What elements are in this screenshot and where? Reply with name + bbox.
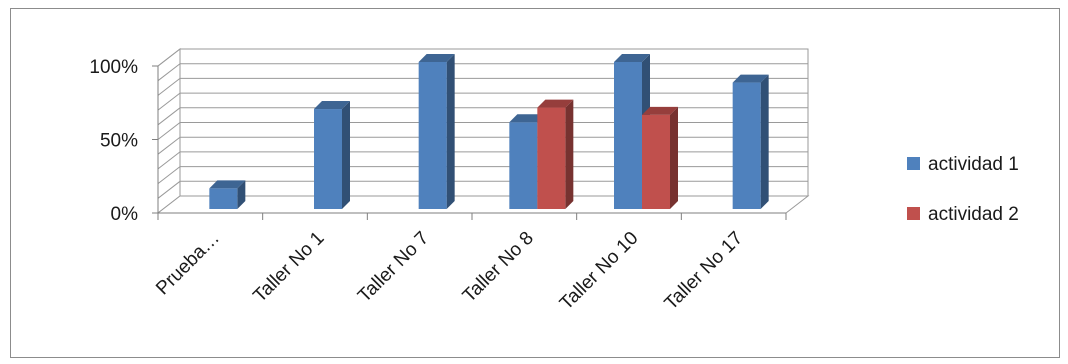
gridline	[157, 122, 808, 140]
bar-front	[509, 122, 538, 209]
bar-front	[614, 62, 642, 209]
gridline	[157, 136, 808, 155]
gridline	[157, 180, 808, 199]
x-tick-label: Taller No 1	[249, 228, 328, 307]
bar-side	[670, 106, 678, 209]
x-axis: Prueba… Taller No 1 Taller No 7 Taller No 8…	[152, 212, 787, 315]
y-tick-label: 50%	[100, 131, 138, 152]
bar-side	[446, 54, 455, 209]
chart-walls	[156, 47, 810, 215]
x-tick-label: Taller No 7	[354, 228, 433, 307]
gridlines	[157, 48, 808, 199]
bar-front	[537, 107, 566, 209]
y-axis: 0% 50% 100%	[89, 57, 159, 225]
x-tick-label: Prueba…	[152, 228, 224, 300]
bar-top	[614, 54, 650, 62]
x-tick-label: Taller No 10	[556, 228, 643, 315]
bar	[418, 54, 455, 209]
bars	[209, 54, 769, 209]
bar	[732, 74, 769, 209]
x-tick-label: Taller No 8	[459, 228, 538, 307]
legend-label: actividad 2	[928, 204, 1019, 225]
gridline	[157, 107, 808, 126]
legend-label: actividad 1	[928, 154, 1019, 175]
bar-top	[509, 114, 546, 123]
bar-side	[760, 74, 769, 209]
bar	[537, 99, 574, 209]
gridline	[157, 92, 808, 111]
floor	[156, 195, 810, 214]
bar-top	[732, 74, 769, 83]
bar-top	[314, 101, 350, 110]
bar-front	[642, 114, 670, 209]
legend-swatch	[907, 207, 920, 220]
bar-front	[209, 188, 238, 209]
bar-top	[418, 54, 455, 62]
bar-front	[732, 82, 761, 209]
y-tick-label: 0%	[111, 204, 139, 225]
gridline	[157, 77, 808, 96]
gridline	[157, 151, 808, 170]
bar-front	[418, 62, 447, 209]
legend-swatch	[907, 157, 920, 170]
bar-side	[237, 180, 246, 209]
bar	[314, 101, 350, 209]
bar	[642, 106, 678, 209]
gridline	[157, 166, 808, 184]
gridline	[157, 48, 808, 67]
bar	[209, 180, 246, 209]
bar-top	[642, 106, 678, 115]
gridline	[157, 63, 808, 82]
bar-top	[537, 99, 574, 108]
bar-top	[209, 180, 246, 189]
legend: actividad 1 actividad 2	[907, 154, 1019, 225]
bar-side	[342, 101, 350, 209]
bar-front	[314, 109, 342, 209]
x-tick-label: Taller No 17	[661, 228, 748, 315]
y-tick-label: 100%	[89, 57, 138, 78]
bar-side	[565, 99, 574, 209]
